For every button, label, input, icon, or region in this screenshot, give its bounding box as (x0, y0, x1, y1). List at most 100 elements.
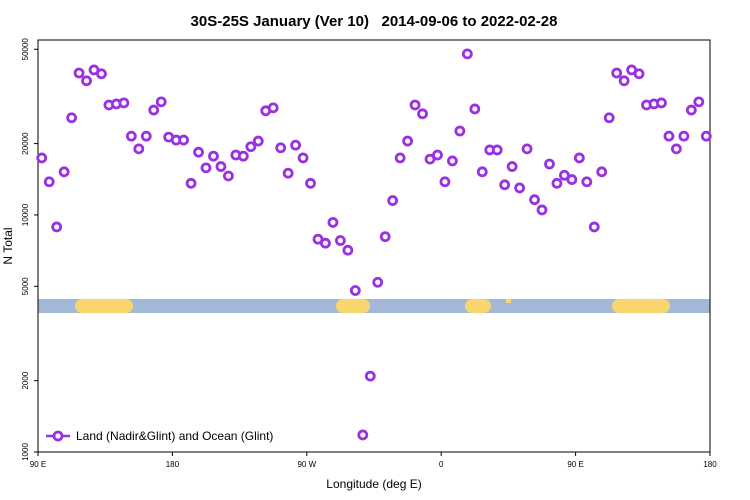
data-point (73, 67, 85, 79)
y-tick-label: 1000 (21, 443, 30, 461)
data-point (693, 96, 705, 108)
data-point (417, 108, 428, 120)
land-band (612, 299, 670, 313)
data-point (81, 75, 92, 87)
data-point (125, 130, 137, 142)
data-point (529, 194, 540, 206)
data-point (364, 370, 376, 382)
data-point (671, 143, 682, 155)
data-point (148, 104, 160, 116)
x-tick-label: 180 (166, 460, 180, 469)
x-tick-label: 90 E (567, 460, 583, 469)
y-tick-label: 10000 (21, 203, 30, 226)
data-point (491, 144, 503, 156)
data-point (215, 161, 227, 172)
data-point (193, 146, 204, 158)
data-point (66, 112, 77, 124)
data-point (379, 231, 391, 243)
data-point (349, 285, 361, 296)
data-point (200, 162, 212, 174)
y-tick-label: 2000 (21, 371, 30, 389)
data-point (208, 150, 219, 162)
data-point (656, 97, 667, 109)
data-point (252, 135, 264, 147)
data-point (454, 125, 466, 137)
x-tick-label: 90 W (297, 460, 316, 469)
data-point (678, 130, 690, 142)
data-point (394, 152, 406, 164)
legend: Land (Nadir&Glint) and Ocean (Glint) (46, 429, 273, 443)
data-point (506, 161, 518, 172)
data-point (559, 169, 570, 181)
plot-frame (37, 39, 711, 453)
data-point (551, 177, 563, 189)
data-point (469, 103, 481, 115)
data-point (581, 176, 593, 188)
data-point (603, 112, 615, 124)
data-point (51, 221, 63, 233)
x-tick-label: 0 (439, 460, 444, 469)
data-point (267, 102, 279, 114)
x-axis-label: Longitude (deg E) (326, 477, 421, 491)
data-point (536, 204, 548, 216)
data-point (140, 130, 152, 142)
data-point (611, 67, 623, 79)
data-point (596, 166, 608, 178)
data-point (432, 149, 443, 161)
data-point (402, 135, 414, 147)
data-point (446, 155, 458, 167)
data-point (155, 96, 167, 108)
chart-title: 30S-25S January (Ver 10) 2014-09-06 to 2… (191, 13, 558, 30)
data-point (387, 195, 399, 206)
data-point (573, 152, 585, 164)
data-point (58, 166, 70, 178)
surface-band (38, 299, 710, 313)
data-point (290, 139, 302, 151)
data-point (461, 48, 473, 60)
data-point (476, 166, 488, 178)
data-point (521, 143, 533, 155)
data-point (342, 244, 354, 256)
x-tick-label: 180 (703, 460, 717, 469)
data-point (334, 235, 346, 246)
land-band (506, 299, 511, 303)
data-point (409, 99, 421, 111)
data-point (118, 97, 130, 109)
data-point (133, 143, 145, 155)
data-point (305, 177, 316, 189)
data-point (43, 176, 55, 188)
data-point (685, 104, 697, 116)
data-point (36, 152, 48, 164)
ocean-band (38, 299, 710, 313)
data-point (514, 182, 525, 194)
legend-marker (52, 430, 64, 442)
x-tick-label: 90 E (30, 460, 46, 469)
data-point (245, 141, 257, 153)
data-point (372, 276, 384, 288)
data-point (566, 174, 578, 185)
data-point (700, 130, 712, 142)
data-point (357, 429, 369, 441)
data-point (282, 167, 294, 179)
data-point (499, 179, 511, 191)
y-axis-label: N Total (1, 227, 15, 264)
data-point (439, 176, 451, 188)
data-point (320, 237, 331, 249)
data-point (222, 170, 234, 182)
data-point (178, 134, 190, 146)
y-tick-label: 20000 (21, 132, 30, 155)
data-point (544, 158, 555, 170)
land-band (336, 299, 370, 313)
data-point (96, 68, 107, 80)
y-tick-label: 50000 (21, 38, 30, 61)
data-point (237, 150, 249, 162)
land-band (75, 299, 133, 313)
y-tick-label: 5000 (21, 277, 30, 295)
data-point (633, 68, 645, 80)
data-point (663, 130, 675, 142)
data-point (275, 142, 287, 154)
legend-label: Land (Nadir&Glint) and Ocean (Glint) (76, 429, 273, 443)
data-point (588, 221, 600, 233)
data-point (327, 217, 339, 228)
